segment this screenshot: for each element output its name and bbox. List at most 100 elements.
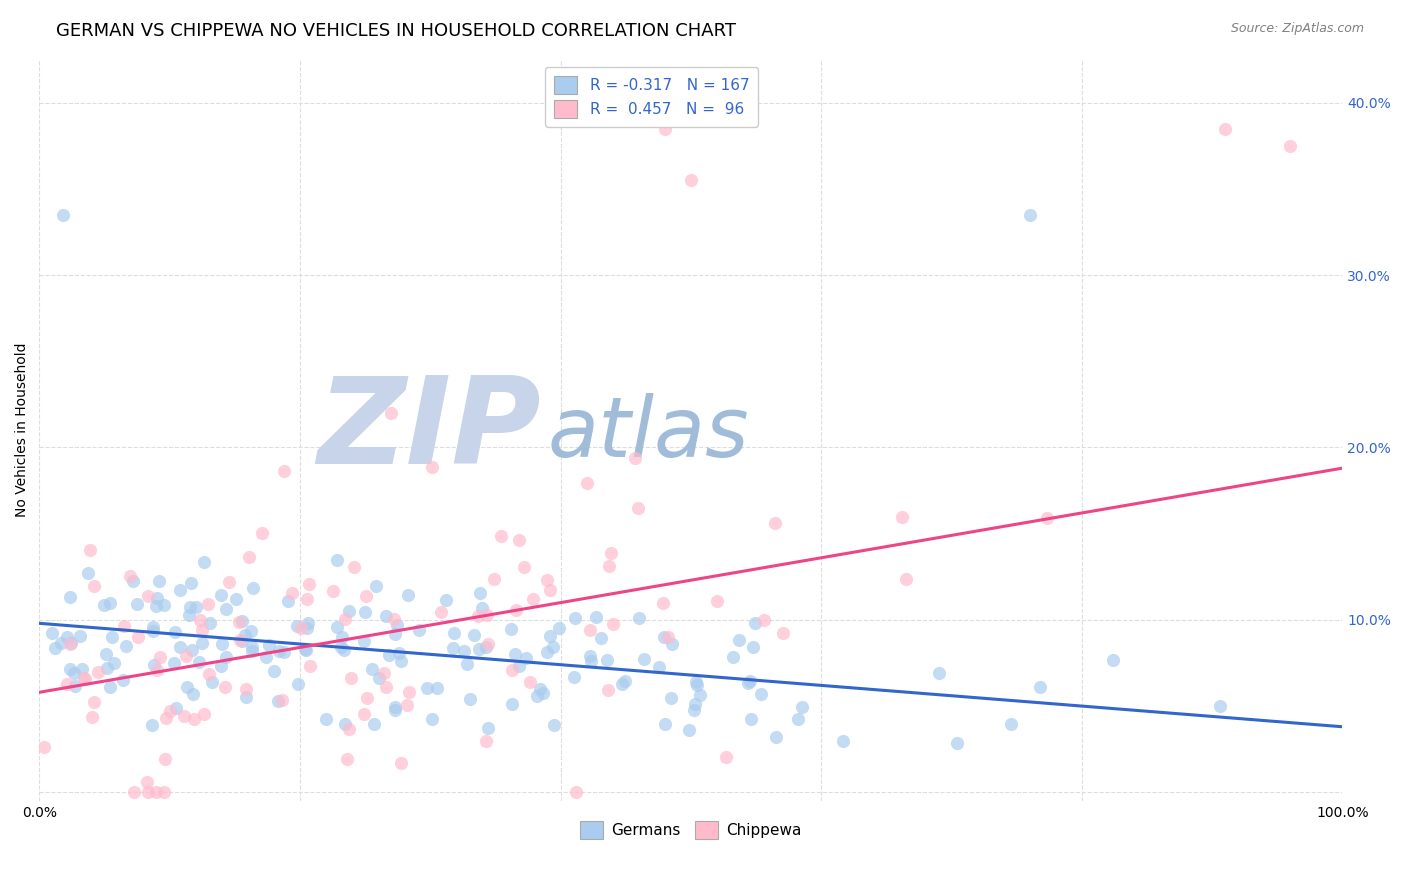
Text: Source: ZipAtlas.com: Source: ZipAtlas.com (1230, 22, 1364, 36)
Point (228, 632, 250, 647)
Point (181, 642, 204, 657)
Point (295, 643, 318, 657)
Point (946, 735, 969, 749)
Point (281, 586, 304, 600)
Point (173, 709, 195, 723)
Point (538, 582, 561, 597)
Point (143, 657, 166, 672)
Point (374, 681, 396, 695)
Point (263, 665, 285, 679)
Point (41, 626, 63, 640)
Point (148, 574, 170, 589)
Point (596, 652, 619, 666)
Point (93, 598, 115, 612)
Point (786, 712, 808, 726)
Point (198, 667, 221, 681)
Point (1018, 208, 1040, 222)
Point (98, 596, 121, 610)
Point (426, 681, 449, 695)
Point (179, 599, 201, 614)
Point (740, 674, 762, 689)
Point (333, 643, 356, 657)
Point (297, 621, 319, 635)
Point (135, 774, 157, 789)
Point (482, 572, 505, 586)
Point (343, 560, 366, 574)
Point (361, 662, 384, 676)
Point (651, 596, 673, 610)
Point (252, 525, 274, 540)
Point (44, 641, 66, 656)
Point (142, 620, 165, 634)
Point (285, 618, 308, 632)
Point (467, 609, 489, 624)
Point (299, 658, 322, 673)
Point (59, 637, 82, 651)
Point (602, 616, 624, 631)
Point (153, 752, 176, 766)
Point (470, 586, 492, 600)
Point (600, 546, 623, 560)
Point (277, 594, 299, 608)
Point (32, 739, 55, 754)
Point (765, 730, 787, 744)
Point (98, 680, 121, 694)
Point (689, 688, 711, 702)
Point (471, 601, 494, 615)
Point (267, 694, 290, 708)
Point (180, 576, 202, 591)
Point (477, 721, 499, 735)
Point (240, 624, 263, 638)
Point (562, 670, 585, 684)
Point (163, 656, 186, 670)
Point (463, 628, 485, 642)
Point (706, 594, 728, 608)
Point (763, 516, 786, 530)
Point (209, 588, 232, 602)
Point (235, 681, 257, 696)
Point (181, 687, 204, 701)
Point (83, 579, 105, 593)
Point (654, 716, 676, 731)
Point (215, 649, 238, 664)
Point (531, 686, 554, 700)
Point (686, 678, 709, 692)
Point (238, 550, 260, 565)
Point (83, 695, 105, 709)
Point (127, 630, 149, 644)
Point (1029, 681, 1052, 695)
Point (297, 615, 319, 630)
Point (536, 645, 558, 659)
Point (96, 660, 118, 674)
Point (149, 649, 172, 664)
Point (373, 666, 395, 681)
Point (614, 673, 637, 688)
Point (188, 655, 211, 669)
Point (564, 610, 586, 624)
Point (581, 654, 603, 668)
Point (198, 615, 221, 630)
Point (322, 584, 344, 599)
Point (75, 672, 97, 686)
Point (112, 619, 135, 633)
Point (233, 628, 256, 642)
Point (391, 654, 413, 668)
Point (384, 627, 406, 641)
Point (209, 658, 232, 673)
Point (890, 509, 912, 524)
Point (193, 706, 215, 721)
Point (145, 591, 167, 606)
Point (430, 605, 453, 619)
Point (315, 712, 337, 726)
Point (1213, 121, 1236, 136)
Point (652, 630, 675, 644)
Point (353, 634, 375, 648)
Point (508, 533, 530, 547)
Text: GERMAN VS CHIPPEWA NO VEHICLES IN HOUSEHOLD CORRELATION CHART: GERMAN VS CHIPPEWA NO VEHICLES IN HOUSEH… (56, 22, 737, 40)
Point (242, 640, 264, 655)
Point (87, 665, 110, 679)
Point (231, 634, 253, 648)
Point (335, 717, 357, 731)
Point (337, 605, 360, 619)
Point (165, 701, 187, 715)
